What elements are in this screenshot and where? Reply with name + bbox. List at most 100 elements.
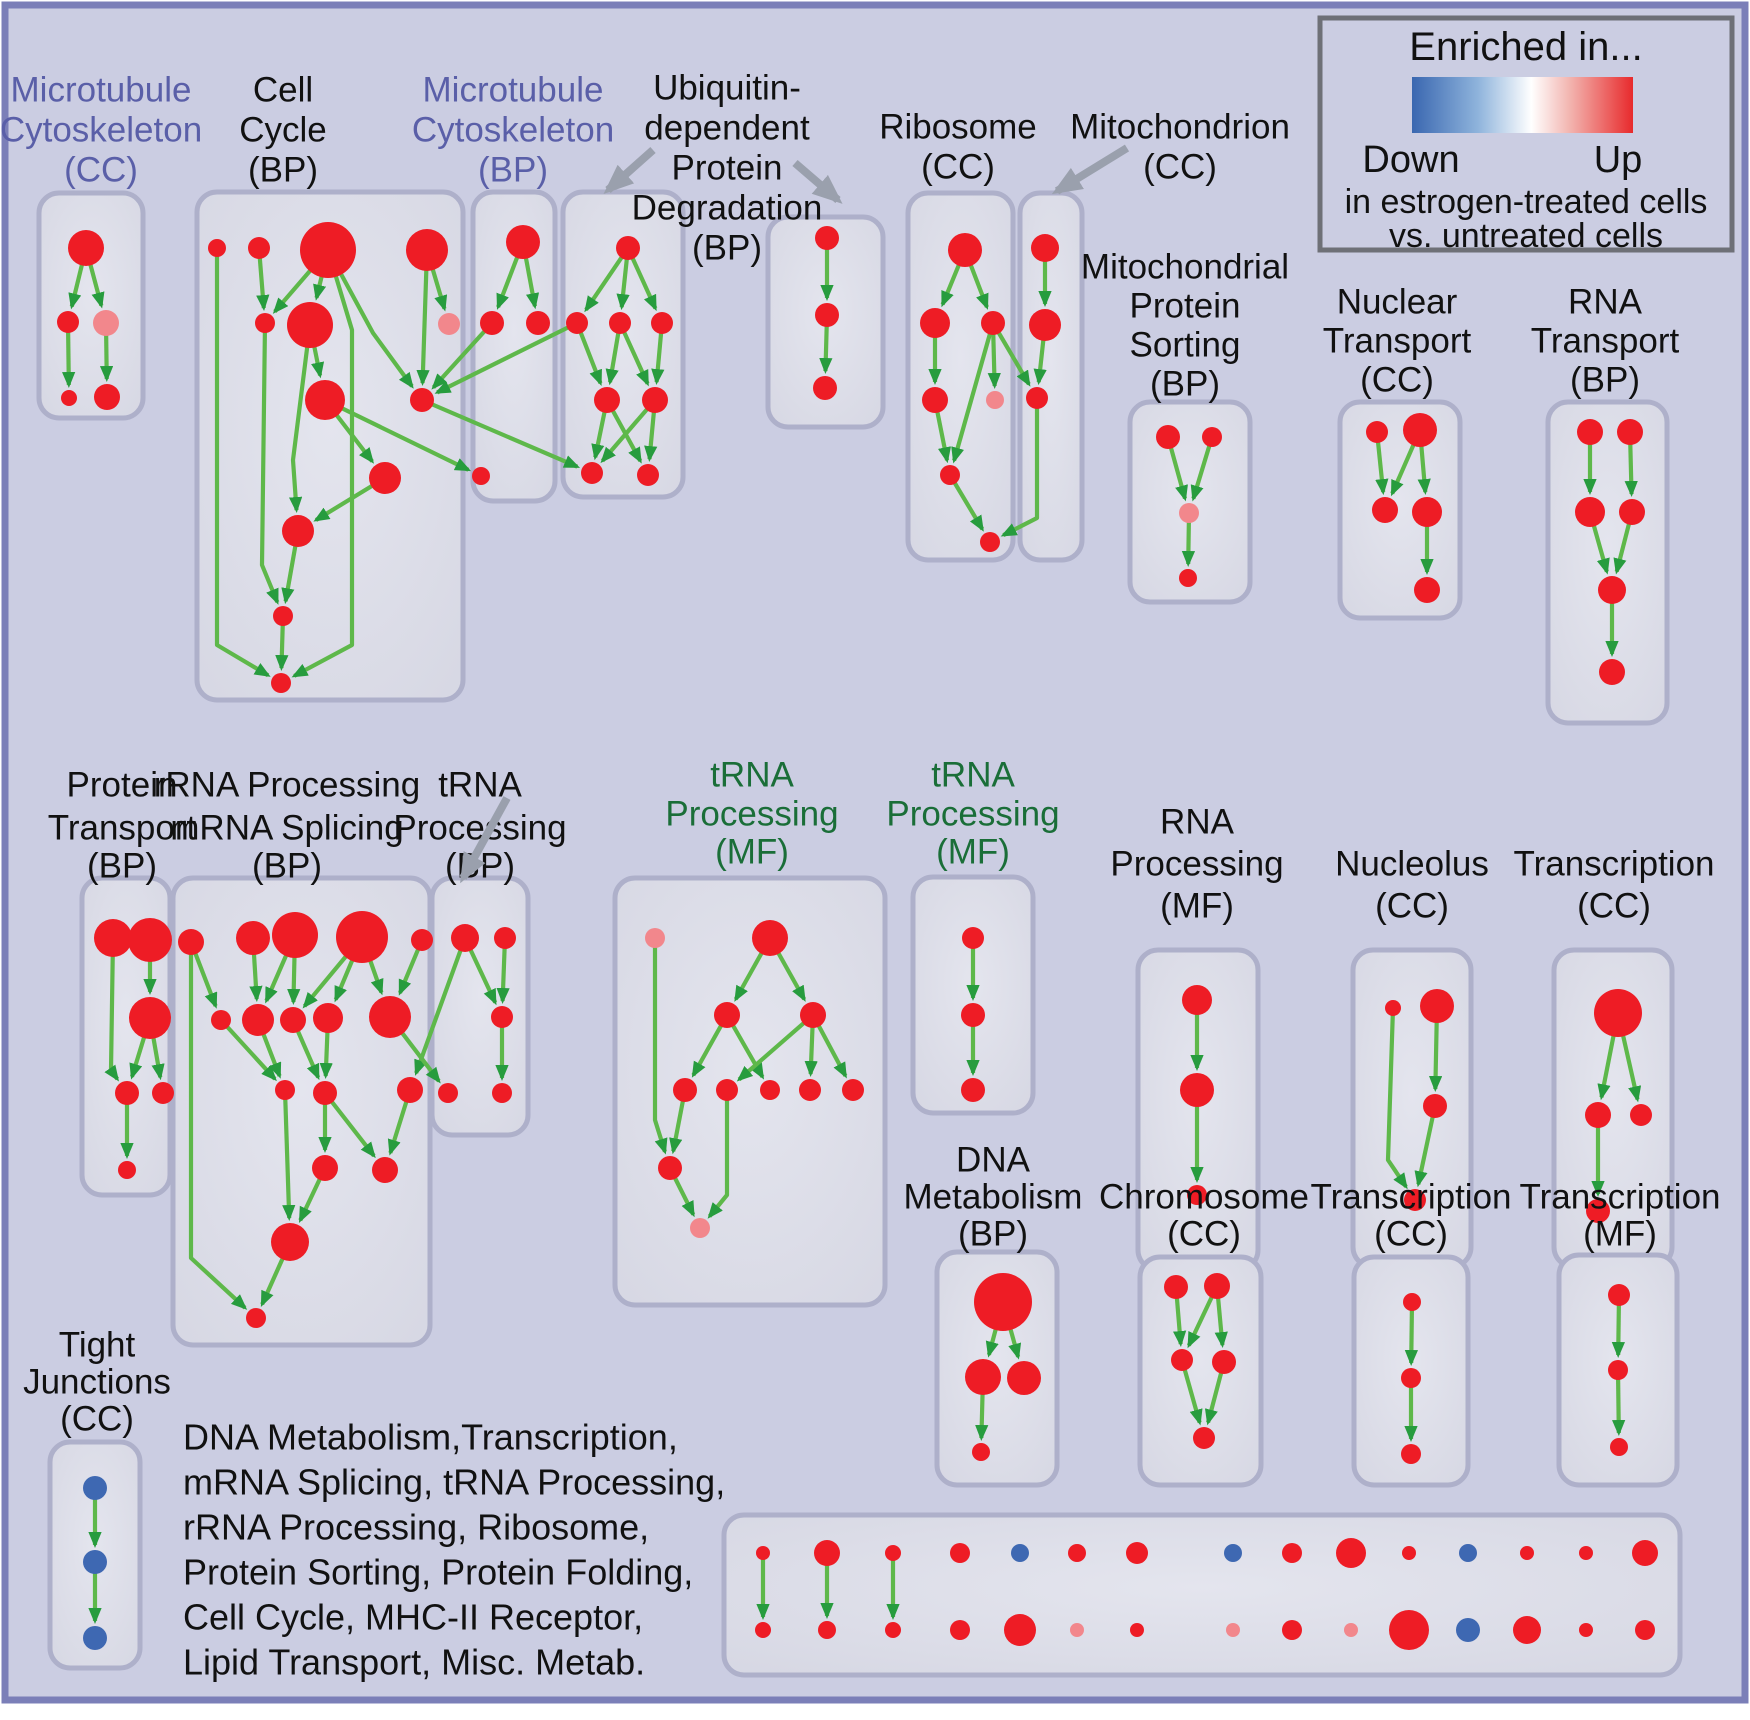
group-label-nuclear-transport-cc-line3: (CC) (1360, 361, 1434, 400)
go-term-node-bb5 (1004, 1614, 1036, 1646)
go-term-node-q17 (246, 1308, 266, 1328)
edge-arrow-c8-u7 (421, 398, 581, 469)
go-term-node-c1 (208, 239, 226, 257)
group-label-mitochondrial-protein-sorting-bp-line4: (BP) (1150, 365, 1220, 404)
go-term-node-z3 (83, 1626, 107, 1650)
go-term-node-p6 (118, 1161, 136, 1179)
group-label-rna-transport-bp-line2: Transport (1531, 322, 1680, 361)
go-term-node-e5 (1193, 1427, 1215, 1449)
go-term-node-h1 (962, 927, 984, 949)
go-term-node-n1 (1366, 421, 1388, 443)
go-term-node-t2 (1617, 419, 1643, 445)
go-term-node-u7 (581, 462, 603, 484)
group-label-trna-processing-mf-large-line1: tRNA (710, 756, 794, 795)
group-label-tight-junctions-cc-line2: Junctions (23, 1363, 171, 1402)
group-label-nucleolus-cc-line1: Nucleolus (1335, 845, 1489, 884)
go-term-node-e2 (1204, 1273, 1230, 1299)
go-term-node-q8 (280, 1007, 306, 1033)
edge-arrow-q12-q15 (323, 1091, 376, 1159)
go-term-node-bt2 (814, 1540, 840, 1566)
go-term-node-bb12 (1456, 1618, 1480, 1642)
edge-arrow-c9-mb5 (324, 398, 472, 472)
go-term-node-bb6 (1070, 1623, 1084, 1637)
group-label-mitochondrial-protein-sorting-bp-line3: Sorting (1130, 326, 1241, 365)
go-term-node-k4 (1586, 1199, 1610, 1223)
edge-arrow-w2-w3 (1612, 1369, 1626, 1437)
group-label-transcription-mf-line2: (MF) (1583, 1215, 1657, 1254)
edge-arrow-c4-c8 (416, 249, 430, 387)
go-term-node-mce (94, 384, 120, 410)
group-label-rrna-processing-mrna-splicing-bp-line1: rRNA Processing (154, 766, 420, 805)
go-term-node-r6 (940, 465, 960, 485)
go-term-node-bb4 (950, 1620, 970, 1640)
group-label-ribosome-cc-line1: Ribosome (879, 108, 1037, 147)
group-label-tight-junctions-cc-line3: (CC) (60, 1400, 134, 1439)
go-term-node-u4 (651, 312, 673, 334)
go-term-node-q9 (313, 1003, 343, 1033)
legend-box (1317, 15, 1735, 253)
group-label-ribosome-cc-line2: (CC) (921, 148, 995, 187)
go-term-node-p1 (94, 919, 132, 957)
go-term-node-k2 (1585, 1102, 1611, 1128)
edge-arrow-f1-f2 (1404, 1301, 1419, 1367)
group-label-rrna-processing-mrna-splicing-bp-line3: (BP) (252, 847, 322, 886)
go-term-node-bb11 (1389, 1610, 1429, 1650)
group-label-microtubule-cytoskeleton-cc-line2: Cytoskeleton (0, 111, 202, 150)
group-label-mitochondrial-protein-sorting-bp-line1: Mitochondrial (1081, 248, 1289, 287)
misc-terms-note-line2: mRNA Splicing, tRNA Processing, (183, 1462, 725, 1503)
go-term-node-c10 (369, 462, 401, 494)
misc-terms-note-line3: rRNA Processing, Ribosome, (183, 1507, 649, 1548)
misc-terms-note-line4: Protein Sorting, Protein Folding, (183, 1552, 693, 1593)
go-term-node-q11 (275, 1080, 295, 1100)
edge-arrow-u3-u6 (618, 322, 650, 387)
go-term-node-mb5 (472, 467, 490, 485)
go-term-node-q5 (411, 929, 433, 951)
go-term-node-e4 (1212, 1350, 1236, 1374)
group-label-dna-metabolism-bp-line1: DNA (956, 1141, 1031, 1180)
go-term-node-m1 (1031, 234, 1059, 262)
go-term-node-u3 (609, 312, 631, 334)
go-term-node-g7 (760, 1080, 780, 1100)
group-label-microtubule-cytoskeleton-cc-line3: (CC) (64, 151, 138, 190)
go-term-node-d3 (1007, 1361, 1041, 1395)
edge-arrow-mb2-c8 (431, 321, 494, 390)
go-term-node-i2 (1180, 1073, 1214, 1107)
go-term-node-bb13 (1513, 1616, 1541, 1644)
go-term-node-t3 (1575, 497, 1605, 527)
go-term-node-t4 (1619, 499, 1645, 525)
go-term-node-k1 (1594, 989, 1642, 1037)
go-term-node-c11 (282, 515, 314, 547)
edge-arrow-c1-c13 (214, 248, 271, 678)
go-term-node-mb3 (526, 311, 550, 335)
go-term-node-T2 (494, 927, 516, 949)
go-term-node-u8 (637, 464, 659, 486)
group-label-protein-transport-bp-line1: Protein (67, 766, 178, 805)
go-term-node-c4 (406, 229, 448, 271)
group-label-nuclear-transport-cc-line1: Nuclear (1337, 283, 1458, 322)
go-term-node-bt9 (1282, 1543, 1302, 1563)
go-term-node-c8 (410, 388, 434, 412)
go-term-node-g6 (716, 1079, 738, 1101)
edge-arrow-g4-g6 (736, 1013, 815, 1082)
edge-arrow-c6-c11 (288, 324, 313, 514)
go-term-node-d2 (965, 1359, 1001, 1395)
go-term-node-bt12 (1459, 1544, 1477, 1562)
go-term-node-z1 (83, 1476, 107, 1500)
go-term-node-mb1 (506, 225, 540, 259)
group-label-ubiquitin-dependent-protein-degradation-bp-line4: Degradation (632, 189, 823, 228)
go-term-node-s3 (1179, 503, 1199, 523)
go-term-node-g11 (690, 1218, 710, 1238)
go-term-node-r2 (920, 308, 950, 338)
go-term-node-bb2 (818, 1621, 836, 1639)
go-term-node-g8 (799, 1079, 821, 1101)
go-term-node-f2 (1401, 1368, 1421, 1388)
legend-subtitle-line2: vs. untreated cells (1389, 217, 1663, 255)
go-term-node-bt14 (1579, 1546, 1593, 1560)
go-term-node-g9 (842, 1079, 864, 1101)
group-label-trna-processing-bp-line1: tRNA (438, 766, 522, 805)
go-term-node-u1 (616, 236, 640, 260)
group-label-rna-transport-bp-line3: (BP) (1570, 361, 1640, 400)
go-term-node-t1 (1577, 419, 1603, 445)
